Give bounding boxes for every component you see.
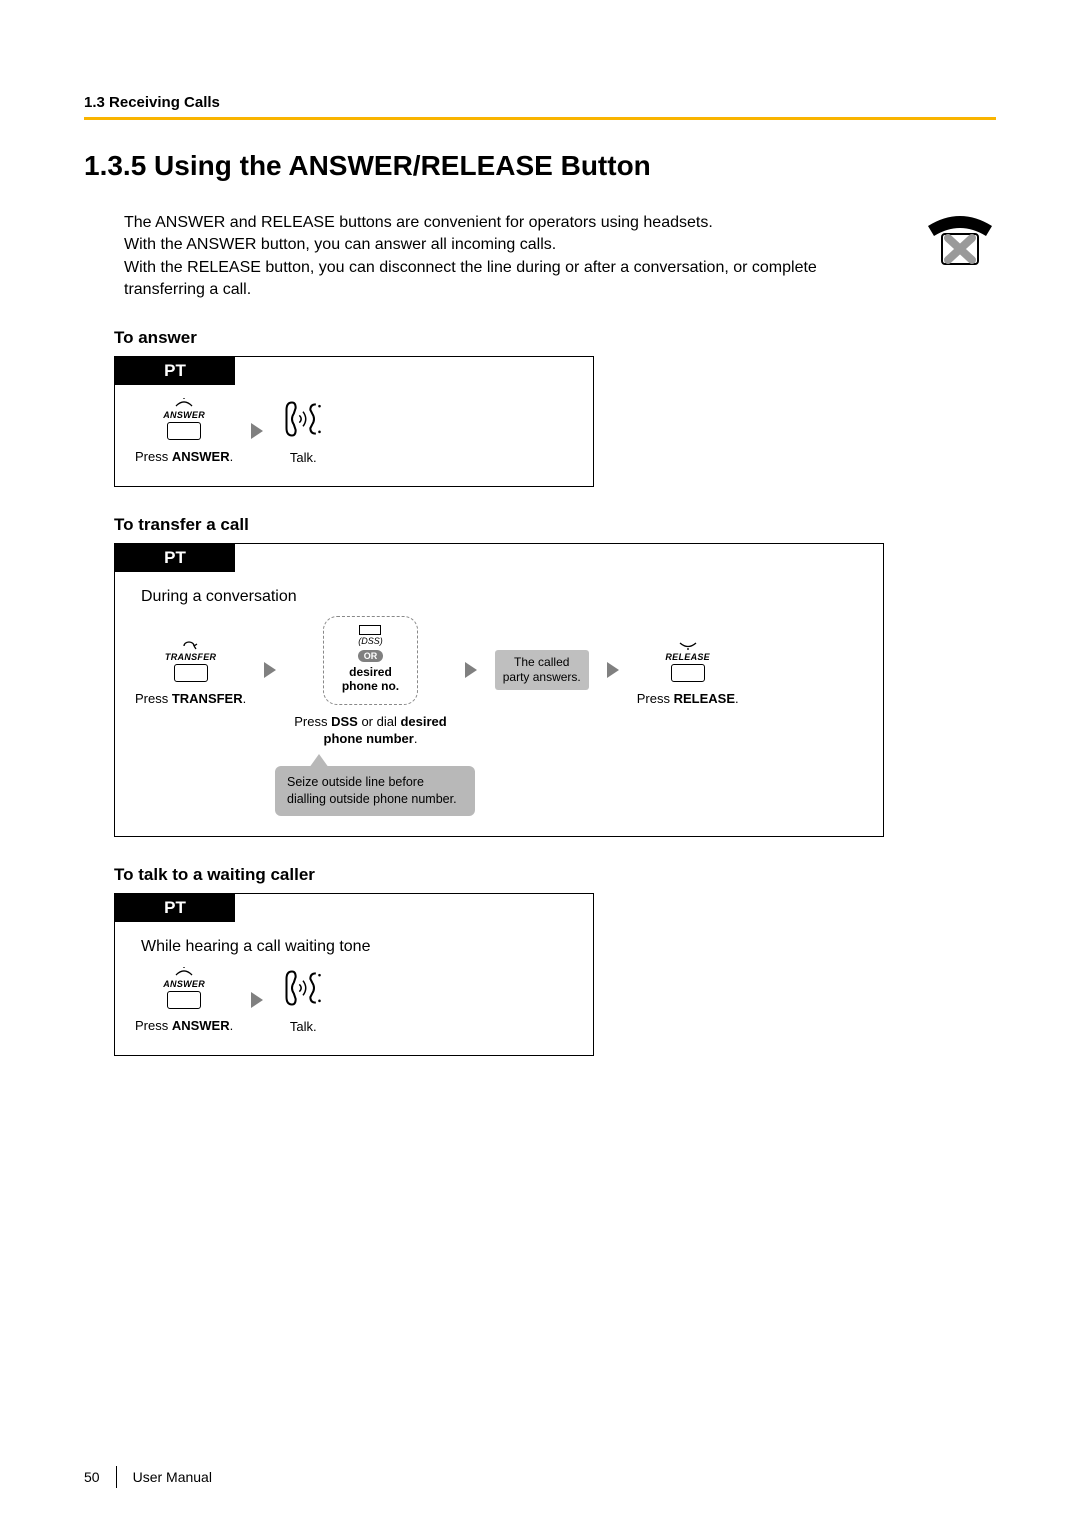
procedure-answer: PT ANSWER Press ANSWER. T [114,356,594,488]
dss-label: (DSS) [358,636,383,646]
step-dial: (DSS) OR desiredphone no. Press DSS or d… [294,616,446,748]
intro-block: The ANSWER and RELEASE buttons are conve… [124,212,996,302]
cap-press-transfer: Press TRANSFER. [135,690,246,708]
cap-press-release: Press RELEASE. [637,690,739,708]
step-press-answer: ANSWER Press ANSWER. [135,398,233,466]
pt-tab: PT [115,357,235,385]
release-button-icon: RELEASE [665,640,710,682]
step-called-answers: The calledparty answers. [495,616,589,690]
answer-label: ANSWER [163,410,205,420]
note-bubble: Seize outside line before dialling outsi… [275,766,475,816]
pt-tab: PT [115,544,235,572]
t: ANSWER [172,1018,230,1033]
t: desired [400,714,446,729]
arrow-icon [465,662,477,678]
or-pill: OR [358,650,384,662]
arrow-icon [607,662,619,678]
subhead-transfer: To transfer a call [114,515,996,535]
procedure-waiting: PT While hearing a call waiting tone ANS… [114,893,594,1057]
answer-button-icon: ANSWER [163,967,205,1009]
t: Press [637,691,674,706]
step-talk-2: Talk. [281,966,325,1036]
transfer-label: TRANSFER [165,652,216,662]
intro-l1: The ANSWER and RELEASE buttons are conve… [124,214,713,231]
step-press-transfer: TRANSFER Press TRANSFER. [135,616,246,708]
t: or dial [358,714,401,729]
section-header: 1.3 Receiving Calls [84,94,996,111]
intro-text: The ANSWER and RELEASE buttons are conve… [124,212,894,302]
t: RELEASE [674,691,735,706]
subhead-answer: To answer [114,328,996,348]
transfer-button-icon: TRANSFER [165,640,216,682]
cap-talk-2: Talk. [290,1018,317,1036]
cap-dss: Press DSS or dial desiredphone number. [294,713,446,748]
step-talk: Talk. [281,397,325,467]
t: Press [135,1018,172,1033]
step-press-answer-2: ANSWER Press ANSWER. [135,967,233,1035]
page-number: 50 [84,1469,100,1485]
procedure-transfer: PT During a conversation TRANSFER Press … [114,543,884,836]
footer-label: User Manual [133,1469,212,1485]
t: Press [135,449,172,464]
handset-talk-icon [281,397,325,441]
subhead-wait: To talk to a waiting caller [114,865,996,885]
dial-options: (DSS) OR desiredphone no. [323,616,418,705]
pt-tab: PT [115,894,235,922]
desired-phone: desiredphone no. [342,666,399,694]
cap-press-answer-2: Press ANSWER. [135,1017,233,1035]
phone-x-icon [924,212,996,302]
arrow-icon [264,662,276,678]
release-label: RELEASE [665,652,710,662]
t: phone number [324,731,414,746]
called-party-box: The calledparty answers. [495,650,589,690]
step-press-release: RELEASE Press RELEASE. [637,616,739,708]
cap-press-answer: Press ANSWER. [135,448,233,466]
page-title: 1.3.5 Using the ANSWER/RELEASE Button [84,150,996,182]
arrow-icon [251,423,263,439]
transfer-context: During a conversation [141,588,863,606]
wait-context: While hearing a call waiting tone [141,938,573,956]
arrow-icon [251,992,263,1008]
t: TRANSFER [172,691,243,706]
t: Press [294,714,331,729]
handset-talk-icon [281,966,325,1010]
t: ANSWER [172,449,230,464]
intro-l3: With the RELEASE button, you can disconn… [124,259,817,298]
header-rule [84,117,996,120]
t: Press [135,691,172,706]
answer-button-icon: ANSWER [163,398,205,440]
t: DSS [331,714,358,729]
answer-label: ANSWER [163,979,205,989]
dss-rect-icon [359,625,381,635]
footer-sep [116,1466,117,1488]
cap-talk: Talk. [290,449,317,467]
page-footer: 50 User Manual [84,1466,212,1488]
intro-l2: With the ANSWER button, you can answer a… [124,236,556,253]
